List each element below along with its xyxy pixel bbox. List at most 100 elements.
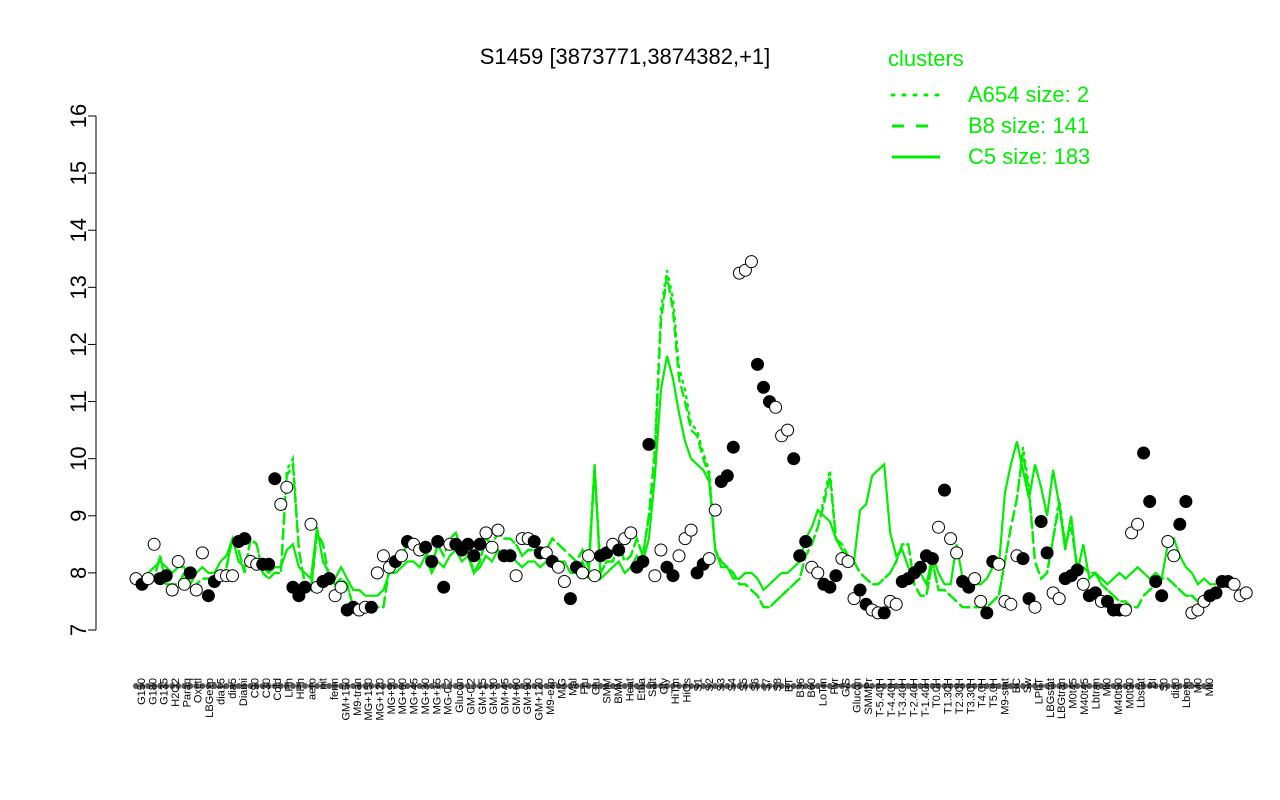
x-rug-mark: [1110, 683, 1117, 689]
x-tick-label: C90: [250, 678, 262, 698]
data-point: [751, 357, 764, 371]
x-rug-mark: [633, 683, 640, 689]
x-tick-label: SMMPr: [863, 678, 875, 715]
data-point: [793, 549, 807, 563]
x-rug-mark: [380, 683, 387, 689]
x-tick-label: G150: [136, 678, 148, 705]
y-tick-label: 7: [66, 624, 91, 636]
x-rug-mark: [1182, 683, 1189, 689]
x-rug-mark: [591, 683, 598, 689]
x-rug-mark: [507, 683, 514, 689]
x-tick-label: LBGexp: [204, 678, 216, 718]
data-point: [177, 577, 191, 591]
x-tick-label: Lbstat: [1136, 678, 1148, 708]
x-rug-mark: [193, 683, 200, 689]
x-tick-label: T0.0H: [931, 678, 943, 708]
data-point: [708, 503, 722, 517]
x-tick-label: S8: [772, 678, 784, 691]
x-rug-mark: [718, 683, 725, 689]
x-rug-mark: [579, 683, 586, 689]
x-rug-mark: [271, 683, 278, 689]
x-rug-mark: [730, 683, 737, 689]
x-rug-mark: [265, 683, 272, 689]
y-tick-label: 15: [66, 161, 91, 185]
x-tick-label: B60: [806, 678, 818, 698]
x-rug-mark: [965, 683, 972, 689]
x-rug-mark: [422, 683, 429, 689]
legend: clusters A654 size: 2 B8 size: 141 C5 si…: [888, 46, 1090, 169]
data-point: [1209, 586, 1223, 600]
x-rug-mark: [555, 683, 562, 689]
x-tick-label: dia5: [227, 678, 239, 699]
y-tick-label: 12: [66, 332, 91, 356]
x-rug-mark: [133, 683, 139, 689]
x-tick-label: LPh: [284, 678, 296, 698]
data-point: [1040, 546, 1054, 560]
data-point: [509, 569, 523, 583]
x-rug-mark: [760, 683, 767, 689]
x-rug-mark: [211, 683, 218, 689]
data-point: [853, 583, 867, 597]
y-tick-label: 14: [66, 218, 91, 242]
x-rug-mark: [483, 683, 489, 689]
x-tick-label: nit: [318, 678, 330, 690]
data-point: [877, 606, 891, 620]
x-tick-label: Heat: [624, 678, 636, 701]
x-rug-mark: [832, 683, 839, 689]
x-tick-label: MG+15: [431, 678, 443, 714]
x-rug-mark: [235, 683, 242, 689]
x-rug-mark: [489, 683, 495, 689]
x-rug-mark: [476, 683, 483, 689]
data-point: [654, 543, 668, 557]
data-point: [1143, 495, 1157, 508]
x-rug-mark: [1062, 683, 1069, 689]
x-rug-mark: [977, 683, 984, 689]
x-rug-mark: [247, 683, 254, 689]
x-rug-mark: [712, 683, 719, 689]
x-tick-label: GM+45: [499, 678, 511, 714]
x-tick-label: GM-0.2: [465, 678, 477, 715]
x-rug-mark: [1007, 683, 1014, 689]
x-rug-mark: [989, 683, 996, 689]
data-point: [527, 535, 541, 548]
x-tick-label: HiTm: [670, 678, 682, 704]
data-point: [841, 555, 855, 568]
legend-label-c5: C5 size: 183: [968, 144, 1090, 169]
data-point: [588, 569, 602, 583]
x-tick-label: Mt0: [1204, 678, 1216, 696]
data-point: [503, 549, 517, 563]
x-tick-label: BMM: [613, 678, 625, 704]
x-rug-mark: [573, 683, 580, 689]
x-rug-mark: [778, 683, 785, 689]
data-point: [467, 549, 481, 563]
x-tick-label: BT: [784, 678, 796, 692]
data-point: [932, 520, 945, 534]
data-point: [944, 532, 958, 546]
x-tick-label: G135: [159, 678, 171, 705]
x-tick-label: MG+60: [397, 678, 409, 714]
data-point: [322, 572, 336, 586]
data-point: [461, 537, 475, 551]
x-tick-label: Paraq: [181, 678, 193, 707]
series-line-solid: [135, 355, 1216, 597]
x-tick-label: BI: [1147, 678, 1159, 688]
x-rug-mark: [995, 683, 1002, 689]
x-tick-label: SMM: [602, 678, 614, 704]
data-point: [720, 469, 734, 483]
x-rug-mark: [175, 683, 182, 689]
x-rug-mark: [1050, 683, 1057, 689]
x-rug-mark: [151, 683, 158, 689]
data-point: [799, 535, 813, 548]
x-rug-mark: [350, 683, 357, 689]
x-rug-mark: [881, 683, 888, 689]
x-rug-mark: [326, 683, 333, 689]
x-tick-label: Mt0: [1102, 678, 1114, 696]
data-point: [262, 557, 276, 571]
x-tick-label: dia15: [215, 678, 227, 705]
x-rug-mark: [434, 683, 441, 689]
x-rug-mark: [971, 683, 978, 689]
x-rug-mark: [1164, 683, 1171, 689]
data-point: [913, 560, 927, 574]
x-rug-mark: [464, 683, 471, 689]
x-rug-mark: [495, 683, 501, 689]
